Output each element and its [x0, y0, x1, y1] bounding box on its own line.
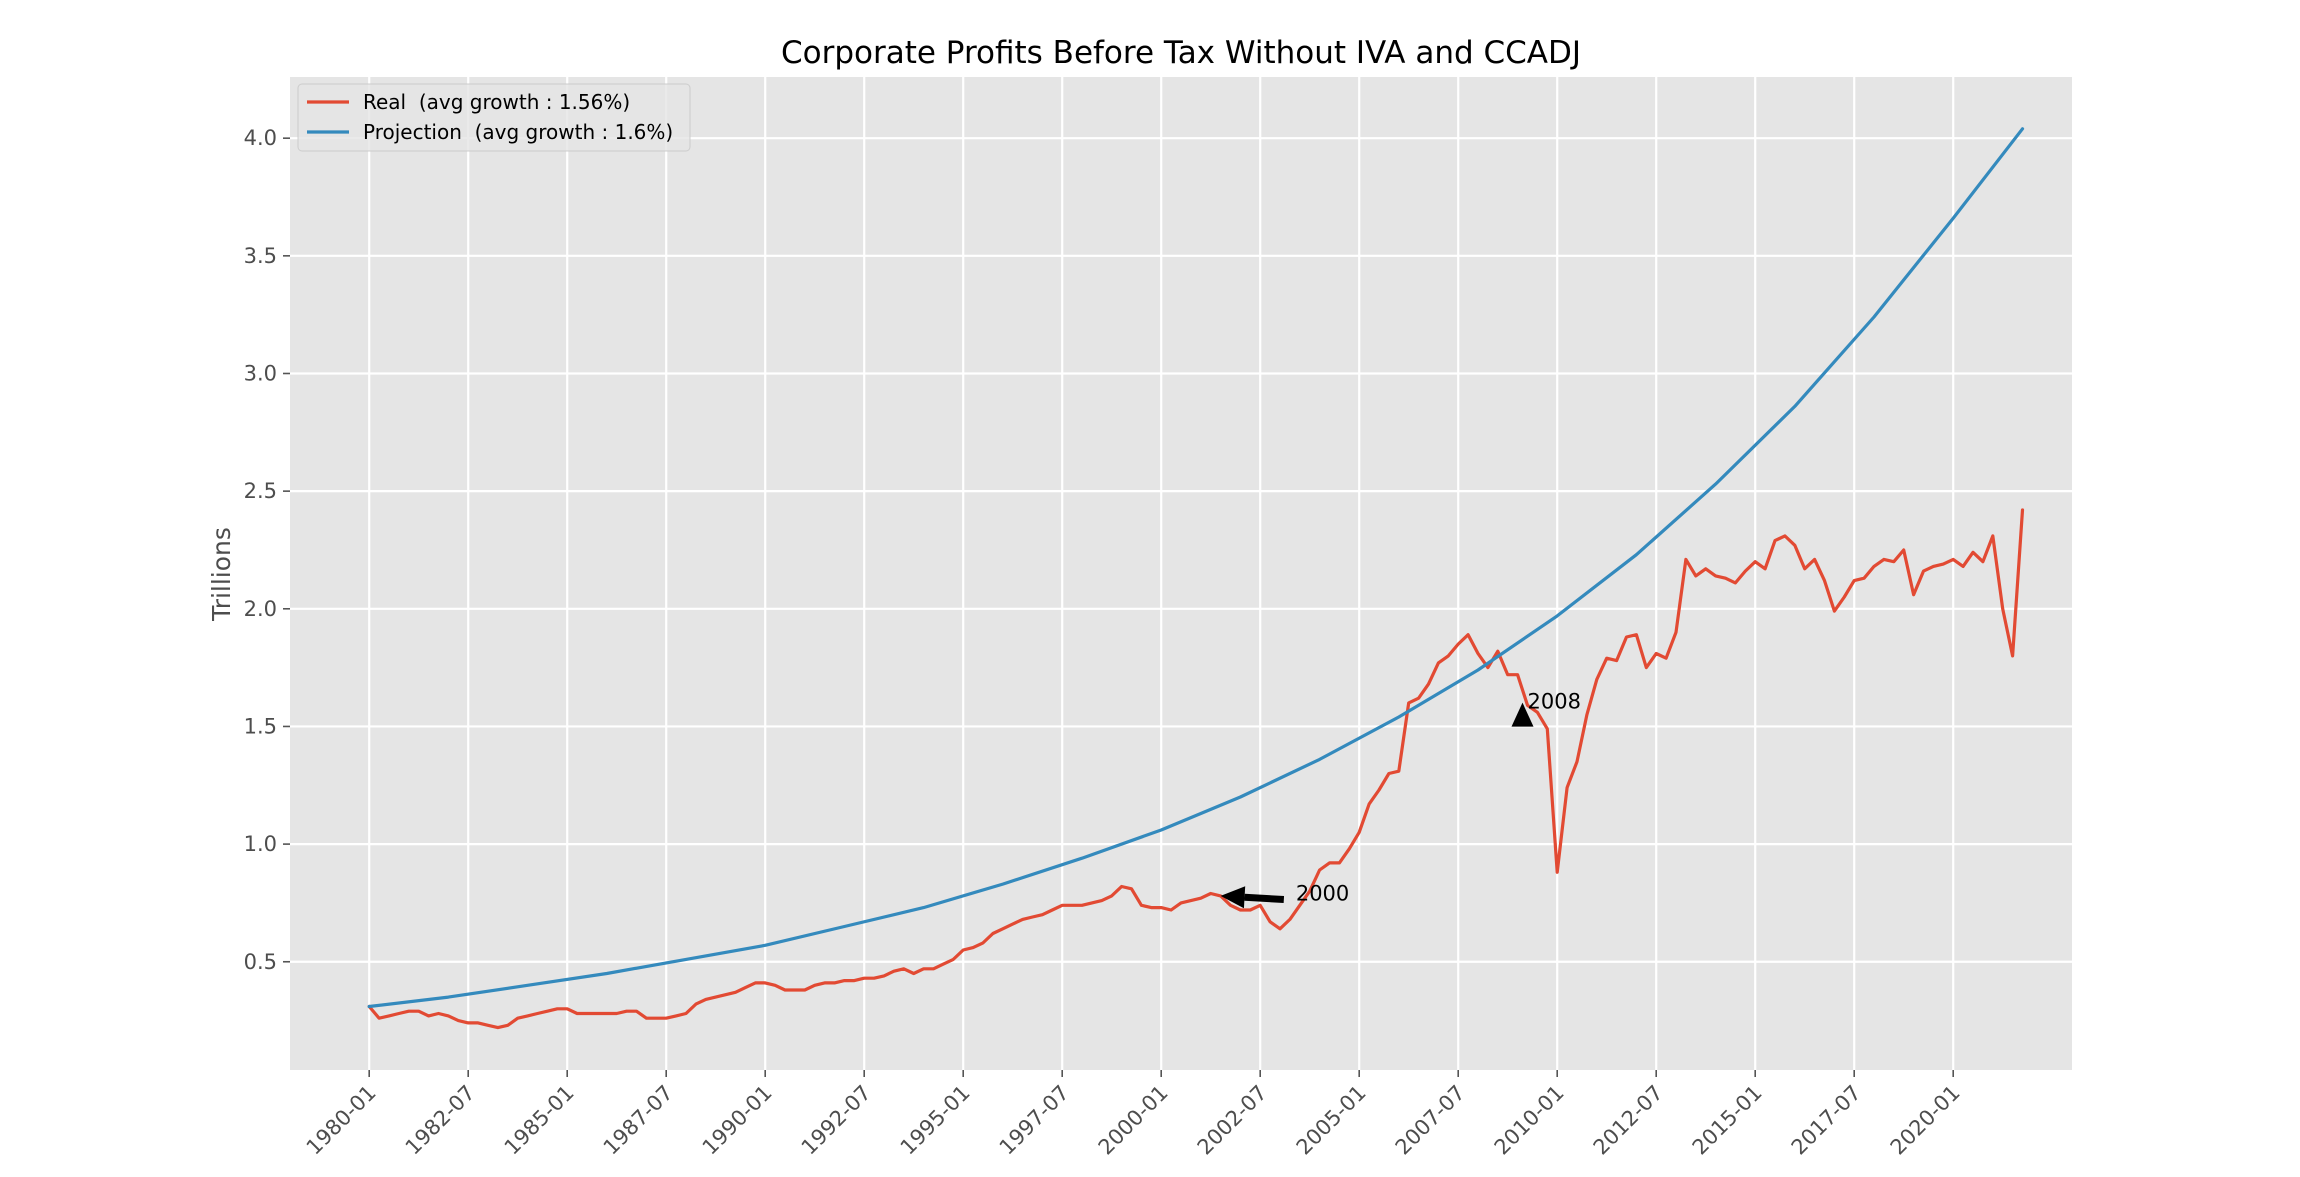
- legend-box: [297, 83, 691, 152]
- annotations: 2000 2008: [1220, 690, 1581, 909]
- chart-title: Corporate Profits Before Tax Without IVA…: [781, 35, 1581, 71]
- y-tick-label: 4.0: [244, 126, 277, 150]
- series-lines: [367, 127, 2025, 1030]
- y-tick-label: 3.0: [244, 361, 277, 385]
- series-line-projection: [367, 127, 2025, 1009]
- y-axis-label: Trillions: [207, 527, 236, 622]
- annotation-arrow-head: [1220, 886, 1246, 909]
- y-tick-label: 1.5: [244, 714, 277, 738]
- y-tick-label: 1.0: [244, 832, 277, 856]
- legend-label-projection: Projection (avg growth : 1.6%): [363, 120, 673, 144]
- annotation-triangle-marker: [1511, 702, 1534, 727]
- legend: Real (avg growth : 1.56%) Projection (avg…: [297, 83, 691, 152]
- grid: [290, 77, 2072, 1070]
- plot-area: [290, 77, 2072, 1070]
- annotation-arrow-shaft: [1244, 893, 1285, 904]
- annotation-2000: 2000: [1296, 882, 1349, 906]
- y-axis: 0.5 1.0 1.5 2.0 2.5 3.0 3.5 4.0: [244, 126, 290, 974]
- y-tick-label: 2.0: [244, 597, 277, 621]
- y-tick-label: 3.5: [244, 244, 277, 268]
- y-tick-label: 2.5: [244, 479, 277, 503]
- legend-label-real: Real (avg growth : 1.56%): [363, 90, 630, 114]
- annotation-2008: 2008: [1528, 690, 1581, 714]
- series-line-real: [367, 508, 2025, 1030]
- y-tick-label: 0.5: [244, 950, 277, 974]
